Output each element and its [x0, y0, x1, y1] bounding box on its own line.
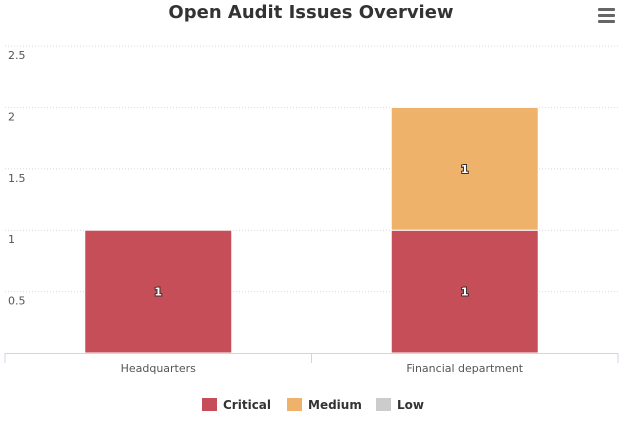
legend-item-critical[interactable]: Critical [202, 398, 271, 412]
hamburger-menu-icon [598, 8, 615, 23]
data-labels: 1 1 1 [153, 162, 469, 300]
legend-item-low[interactable]: Low [376, 398, 424, 412]
y-tick-label: 0.5 [8, 295, 26, 308]
legend-label: Low [397, 398, 424, 412]
legend-label: Medium [308, 398, 362, 412]
y-axis-ticks: 0.5 1 1.5 2 2.5 [8, 49, 26, 308]
data-label: 1 [461, 286, 469, 299]
legend-swatch [376, 398, 391, 411]
y-tick-label: 1 [8, 233, 15, 246]
x-axis: Headquarters Financial department [4, 353, 619, 375]
x-tick-label: Financial department [406, 362, 523, 375]
bars [84, 106, 539, 354]
bar-critical-0[interactable] [84, 229, 233, 354]
data-label: 1 [461, 163, 469, 176]
chart-title: Open Audit Issues Overview [168, 2, 453, 23]
legend-label: Critical [223, 398, 271, 412]
y-tick-label: 2 [8, 110, 15, 123]
bar-medium-1[interactable] [390, 106, 539, 231]
legend-item-medium[interactable]: Medium [287, 398, 362, 412]
y-tick-label: 2.5 [8, 49, 26, 62]
y-tick-label: 1.5 [8, 172, 26, 185]
legend-swatch [287, 398, 302, 411]
legend-swatch [202, 398, 217, 411]
chart-menu-button[interactable] [594, 4, 618, 26]
x-tick-label: Headquarters [121, 362, 197, 375]
data-label: 1 [154, 286, 162, 299]
legend: Critical Medium Low [202, 398, 424, 412]
